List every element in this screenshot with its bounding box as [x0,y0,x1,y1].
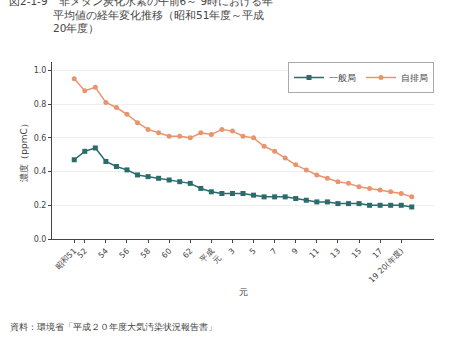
svg-text:元: 元 [239,287,248,297]
svg-text:62: 62 [181,246,195,260]
svg-text:一般局: 一般局 [329,73,356,83]
svg-text:0.0: 0.0 [34,235,47,244]
svg-text:0.8: 0.8 [34,100,47,109]
svg-text:0.4: 0.4 [34,167,47,176]
svg-text:平成元: 平成元 [198,246,223,271]
svg-text:自排局: 自排局 [401,73,428,83]
svg-text:17: 17 [371,246,385,260]
svg-text:0.2: 0.2 [34,201,47,210]
svg-text:13: 13 [329,246,343,260]
svg-text:1.0: 1.0 [34,66,47,75]
svg-text:5: 5 [248,246,258,256]
svg-text:7: 7 [269,246,279,256]
svg-text:図2-1-9 非メタン炭化水素の午前6～ 9時における年: 図2-1-9 非メタン炭化水素の午前6～ 9時における年 平均値の経年変化推移（… [9,0,273,34]
svg-text:60: 60 [160,246,174,260]
svg-text:3: 3 [227,246,237,256]
svg-text:11: 11 [308,246,322,260]
svg-text:19 20(年度): 19 20(年度) [367,246,405,284]
svg-text:15: 15 [350,246,364,260]
svg-text:資料：環境省「平成２０年度大気汚染状況報告書」: 資料：環境省「平成２０年度大気汚染状況報告書」 [10,322,217,332]
svg-text:58: 58 [139,246,153,260]
svg-text:9: 9 [290,246,300,256]
svg-text:濃度（ppmC）: 濃度（ppmC） [19,119,29,181]
svg-text:0.6: 0.6 [34,134,47,143]
svg-text:54: 54 [97,246,111,260]
svg-text:56: 56 [118,246,132,260]
svg-text:52: 52 [75,246,89,260]
svg-text:昭和51: 昭和51 [54,246,79,271]
